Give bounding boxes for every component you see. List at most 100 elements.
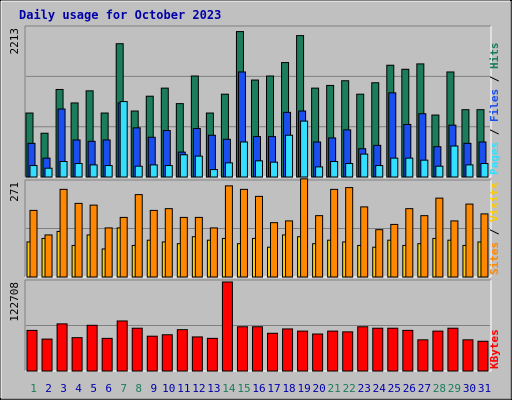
x-tick-label: 26 [403, 382, 416, 395]
bar-sites [435, 197, 444, 278]
bar-pages [134, 165, 143, 178]
bar-pages [179, 154, 188, 178]
bar-sites [345, 187, 354, 278]
bar-kbytes [297, 330, 309, 372]
bar-pages [59, 161, 68, 178]
bar-pages [270, 161, 279, 178]
bar-kbytes [387, 327, 399, 372]
bar-kbytes [327, 330, 339, 372]
bar-pages [164, 165, 173, 178]
bar-sites [134, 194, 143, 278]
x-tick-label: 6 [105, 382, 112, 395]
y-max-label: 122708 [8, 282, 21, 322]
legend-item-visits: Visits [488, 182, 501, 222]
bar-sites [179, 216, 188, 278]
bar-pages [74, 163, 83, 178]
bar-pages [285, 134, 294, 178]
bar-kbytes [477, 340, 489, 372]
bar-kbytes [26, 329, 38, 372]
bar-pages [480, 163, 489, 178]
x-tick-label: 18 [282, 382, 295, 395]
legend-text: KBytes [488, 329, 501, 369]
bar-sites [59, 188, 68, 278]
legend-item-sites: Sites [488, 242, 501, 275]
bar-sites [375, 229, 384, 278]
bar-kbytes [462, 339, 474, 372]
x-tick-label: 28 [433, 382, 446, 395]
x-tick-label: 13 [207, 382, 220, 395]
x-tick-label: 4 [75, 382, 82, 395]
bar-sites [300, 178, 309, 278]
bar-sites [74, 202, 83, 278]
panel-2: 271 Sites / Visits [8, 178, 501, 278]
bar-sites [29, 209, 38, 278]
x-axis-labels: 1 2 3 4 5 6 7 8 9 10 11 12 13 14 15 16 17 18 19 20 21 22 23 24 2… [30, 382, 491, 395]
bar-kbytes [206, 337, 218, 372]
bar-pages [104, 165, 113, 178]
bar-pages [194, 155, 203, 178]
bar-sites [390, 223, 399, 278]
legend-item-files: Files [488, 89, 501, 122]
legend-separator: / [488, 69, 501, 89]
bar-kbytes [432, 330, 444, 372]
bar-pages [149, 164, 158, 178]
bar-kbytes [236, 326, 248, 372]
x-tick-label: 21 [328, 382, 341, 395]
bar-kbytes [56, 323, 68, 372]
legend-text: Sites / Visits [488, 182, 501, 275]
x-tick-label: 20 [313, 382, 326, 395]
bar-pages [360, 153, 369, 178]
bar-sites [104, 227, 113, 278]
bar-sites [119, 216, 128, 278]
bar-sites [270, 222, 279, 278]
bar-sites [285, 220, 294, 278]
bar-sites [194, 216, 203, 278]
bar-kbytes [191, 336, 203, 372]
bar-kbytes [342, 331, 354, 372]
x-tick-label: 14 [222, 382, 236, 395]
bar-sites [164, 208, 173, 278]
bar-pages [209, 169, 218, 178]
x-tick-label: 24 [373, 382, 387, 395]
bar-pages [44, 167, 53, 178]
bar-kbytes [71, 337, 83, 372]
bar-sites [405, 208, 414, 278]
x-tick-label: 16 [252, 382, 265, 395]
bar-kbytes [131, 327, 143, 372]
x-tick-label: 23 [358, 382, 371, 395]
x-tick-label: 22 [343, 382, 356, 395]
bar-kbytes [417, 339, 429, 372]
legend-separator: / [488, 122, 501, 142]
bar-pages [300, 120, 309, 178]
x-tick-label: 30 [463, 382, 476, 395]
chart-title: Daily usage for October 2023 [19, 8, 221, 22]
bar-kbytes [176, 329, 188, 372]
x-tick-label: 3 [60, 382, 67, 395]
bar-sites [239, 188, 248, 278]
bar-sites [315, 215, 324, 278]
bar-sites [44, 234, 53, 278]
bar-pages [29, 165, 38, 178]
x-tick-label: 12 [192, 382, 205, 395]
x-tick-label: 17 [267, 382, 280, 395]
bar-kbytes [372, 327, 384, 372]
legend-item-kbytes: KBytes [488, 329, 501, 369]
x-tick-label: 8 [135, 382, 142, 395]
bar-kbytes [146, 335, 158, 372]
bar-kbytes [101, 337, 113, 372]
y-max-label: 2213 [8, 28, 21, 55]
bar-sites [224, 185, 233, 278]
bar-sites [209, 227, 218, 278]
bar-kbytes [116, 320, 128, 372]
bar-pages [405, 157, 414, 178]
panel-1: 2213 Pages / Files / Hits [8, 25, 501, 178]
bar-sites [480, 213, 489, 278]
bar-pages [89, 164, 98, 178]
legend-separator: / [488, 222, 501, 242]
x-tick-label: 25 [388, 382, 401, 395]
x-tick-label: 7 [120, 382, 127, 395]
bar-pages [435, 165, 444, 178]
x-tick-label: 11 [177, 382, 190, 395]
y-max-label: 271 [8, 182, 21, 202]
panel-3: 122708 KBytes [8, 279, 501, 372]
